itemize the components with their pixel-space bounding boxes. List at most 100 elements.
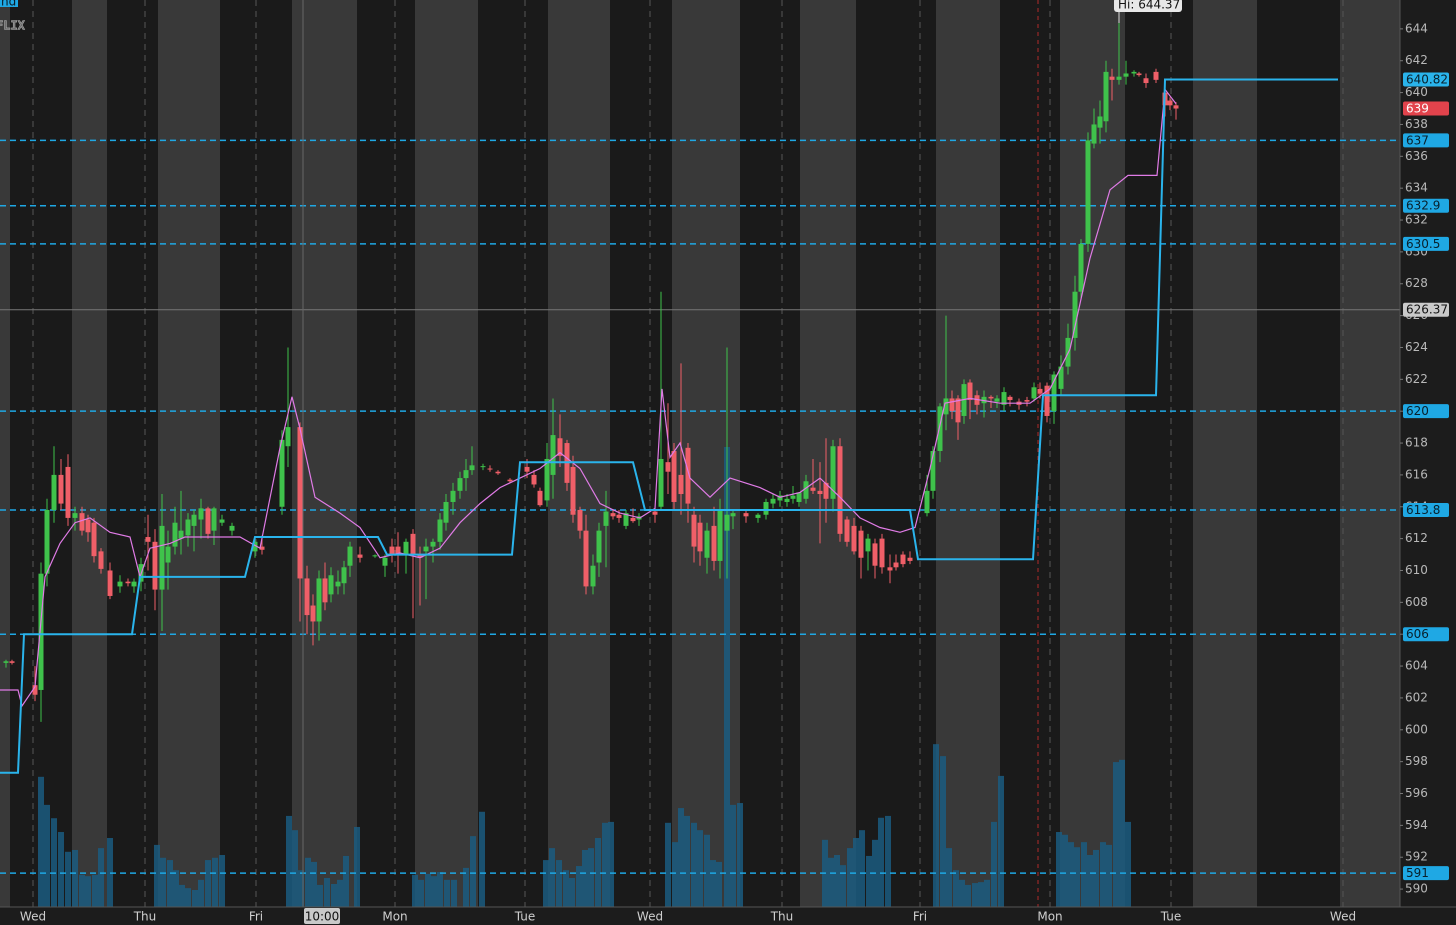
y-tick-label: 628	[1405, 276, 1428, 290]
candle-body	[395, 546, 401, 555]
volume-bar	[324, 878, 330, 907]
volume-bar	[44, 804, 50, 907]
candle-body	[463, 470, 469, 479]
volume-bar	[665, 822, 671, 907]
candle-body	[537, 490, 543, 506]
candle-body	[943, 398, 949, 415]
candle-body	[531, 474, 537, 485]
candle-body	[1078, 243, 1084, 292]
volume-bar	[343, 855, 349, 907]
volume-bar	[298, 870, 304, 907]
candle-body	[1072, 291, 1078, 338]
volume-bar	[710, 860, 716, 907]
candle-body	[658, 458, 664, 507]
y-tick-label: 608	[1405, 595, 1428, 609]
corner-badge	[0, 0, 18, 7]
volume-bar	[212, 857, 218, 907]
price-axis	[1400, 0, 1456, 925]
price-badge	[1403, 502, 1449, 517]
candle-body	[117, 581, 123, 587]
candle-body	[1001, 392, 1007, 405]
candle-body	[430, 541, 436, 547]
candle-body	[865, 538, 871, 552]
volume-bar	[866, 855, 872, 907]
volume-bar	[1100, 842, 1106, 907]
y-tick-label: 604	[1405, 659, 1428, 673]
candle-body	[165, 546, 171, 563]
crosshair-time-label: 10:00	[305, 910, 340, 924]
candle-body	[1143, 78, 1149, 84]
y-tick-label: 622	[1405, 372, 1428, 386]
volume-bar	[219, 855, 225, 907]
candle-body	[1058, 366, 1064, 389]
candle-body	[1103, 71, 1109, 122]
volume-bar	[1113, 762, 1119, 907]
candle-body	[389, 546, 395, 555]
high-label: Hi: 644.37	[1118, 0, 1180, 12]
candle-body	[583, 530, 589, 587]
candle-body	[304, 578, 310, 616]
price-badge	[1403, 404, 1449, 419]
volume-bar	[595, 838, 601, 907]
x-tick-label: Mon	[1037, 910, 1062, 924]
volume-bar	[828, 857, 834, 907]
candle-body	[159, 525, 165, 590]
volume-bar	[972, 883, 978, 907]
volume-bar	[451, 879, 457, 907]
volume-bar	[72, 849, 78, 907]
candle-body	[410, 533, 416, 555]
candle-body	[495, 471, 501, 474]
volume-bar	[940, 756, 946, 907]
candle-body	[1136, 73, 1142, 76]
candle-body	[823, 482, 829, 499]
y-tick-label: 640	[1405, 85, 1428, 99]
volume-bar	[847, 848, 853, 907]
candle-body	[763, 501, 769, 515]
price-badge	[1403, 133, 1449, 148]
candle-body	[341, 567, 347, 584]
volume-bar	[543, 860, 549, 907]
volume-bar	[582, 849, 588, 907]
candle-body	[704, 530, 710, 558]
y-tick-label: 594	[1405, 818, 1428, 832]
candle-body	[9, 661, 15, 663]
session-bands	[0, 0, 1400, 907]
candle-body	[955, 398, 961, 423]
band-light	[800, 0, 856, 907]
y-tick-label: 644	[1405, 21, 1428, 35]
candle-body	[107, 570, 113, 596]
high-badge	[1114, 0, 1182, 12]
candle-body	[610, 513, 616, 517]
candle-body	[322, 578, 328, 603]
volume-bar	[953, 870, 959, 907]
x-tick-label: Wed	[1330, 910, 1356, 924]
candle-body	[91, 522, 97, 557]
candle-body	[310, 605, 316, 622]
candle-body	[678, 474, 684, 495]
candle-body	[665, 462, 671, 472]
candle-body	[770, 498, 776, 504]
volume-bar	[959, 879, 965, 907]
y-tick-label: 638	[1405, 117, 1428, 131]
candle-body	[717, 509, 723, 561]
volume-bar	[840, 865, 846, 907]
band-light	[1060, 0, 1125, 907]
candle-body	[79, 513, 85, 531]
candle-body	[58, 474, 64, 504]
volume-bar	[1056, 832, 1062, 907]
band-light	[158, 0, 220, 907]
volume-bar	[92, 874, 98, 907]
volume-bar	[556, 860, 562, 907]
band-light	[1193, 0, 1257, 907]
y-tick-label: 610	[1405, 563, 1428, 577]
volume-bar	[933, 744, 939, 907]
candle-body	[1044, 385, 1050, 416]
y-tick-label: 634	[1405, 181, 1428, 195]
volume-bar	[160, 857, 166, 907]
x-tick-label: Thu	[770, 910, 794, 924]
volume-bar	[730, 804, 736, 907]
candle-body	[1031, 387, 1037, 399]
volume-bar	[317, 884, 323, 907]
x-tick-label: Mon	[382, 910, 407, 924]
